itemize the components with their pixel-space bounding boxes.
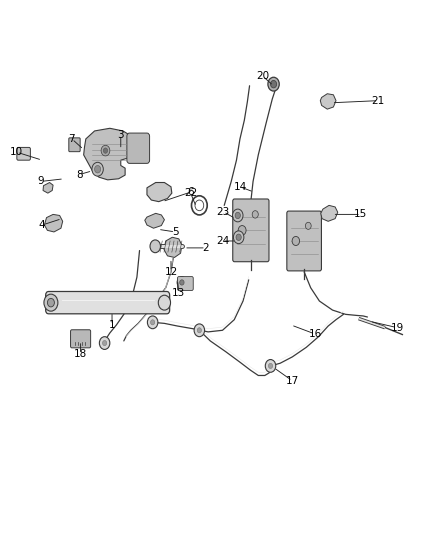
Circle shape <box>268 77 279 91</box>
Text: 8: 8 <box>76 169 83 180</box>
Circle shape <box>235 212 240 219</box>
Polygon shape <box>145 213 164 228</box>
FancyBboxPatch shape <box>177 277 193 290</box>
Circle shape <box>236 234 241 240</box>
Circle shape <box>194 324 205 337</box>
FancyBboxPatch shape <box>233 199 269 262</box>
Circle shape <box>47 298 54 307</box>
Polygon shape <box>43 182 53 193</box>
FancyBboxPatch shape <box>127 133 150 164</box>
Circle shape <box>150 240 160 253</box>
Text: 17: 17 <box>286 376 299 386</box>
Circle shape <box>238 225 246 235</box>
FancyBboxPatch shape <box>71 330 91 348</box>
Circle shape <box>102 341 107 345</box>
Text: 4: 4 <box>39 220 46 230</box>
Text: 7: 7 <box>69 134 75 144</box>
Text: 6: 6 <box>187 187 194 197</box>
Text: 24: 24 <box>216 236 229 246</box>
Circle shape <box>99 337 110 350</box>
Text: 13: 13 <box>172 288 185 298</box>
Circle shape <box>271 80 277 88</box>
Circle shape <box>177 277 187 288</box>
Circle shape <box>151 320 155 325</box>
Text: 9: 9 <box>38 176 44 187</box>
Text: 18: 18 <box>74 349 87 359</box>
Text: 16: 16 <box>308 329 321 339</box>
Text: 3: 3 <box>117 130 124 140</box>
Circle shape <box>44 294 58 311</box>
Circle shape <box>305 222 311 229</box>
Polygon shape <box>84 128 136 180</box>
Circle shape <box>197 328 201 333</box>
Circle shape <box>292 237 300 246</box>
FancyBboxPatch shape <box>17 148 30 160</box>
Polygon shape <box>321 205 338 221</box>
Circle shape <box>158 295 170 310</box>
Polygon shape <box>44 214 63 232</box>
Circle shape <box>191 196 207 215</box>
Circle shape <box>148 316 158 329</box>
Circle shape <box>95 165 101 173</box>
Text: 22: 22 <box>184 188 197 198</box>
Text: 5: 5 <box>172 227 179 237</box>
Circle shape <box>268 364 272 368</box>
Polygon shape <box>147 182 172 201</box>
Polygon shape <box>164 237 182 257</box>
Circle shape <box>233 209 243 222</box>
Circle shape <box>180 280 184 285</box>
Text: 2: 2 <box>203 243 209 253</box>
Circle shape <box>92 163 103 176</box>
FancyBboxPatch shape <box>46 292 170 314</box>
Circle shape <box>252 211 258 218</box>
Text: 14: 14 <box>233 182 247 192</box>
Text: 20: 20 <box>256 71 269 81</box>
Text: 12: 12 <box>164 267 177 277</box>
Circle shape <box>233 231 244 244</box>
Text: 10: 10 <box>10 147 23 157</box>
FancyBboxPatch shape <box>69 138 80 152</box>
Text: 1: 1 <box>109 320 115 330</box>
Circle shape <box>195 200 204 211</box>
Text: 15: 15 <box>354 209 367 220</box>
Circle shape <box>103 148 108 154</box>
Text: 19: 19 <box>391 322 404 333</box>
FancyBboxPatch shape <box>287 211 321 271</box>
Polygon shape <box>320 94 336 109</box>
Text: 21: 21 <box>372 95 385 106</box>
Circle shape <box>265 360 276 372</box>
Text: 23: 23 <box>217 207 230 217</box>
Circle shape <box>101 146 110 156</box>
